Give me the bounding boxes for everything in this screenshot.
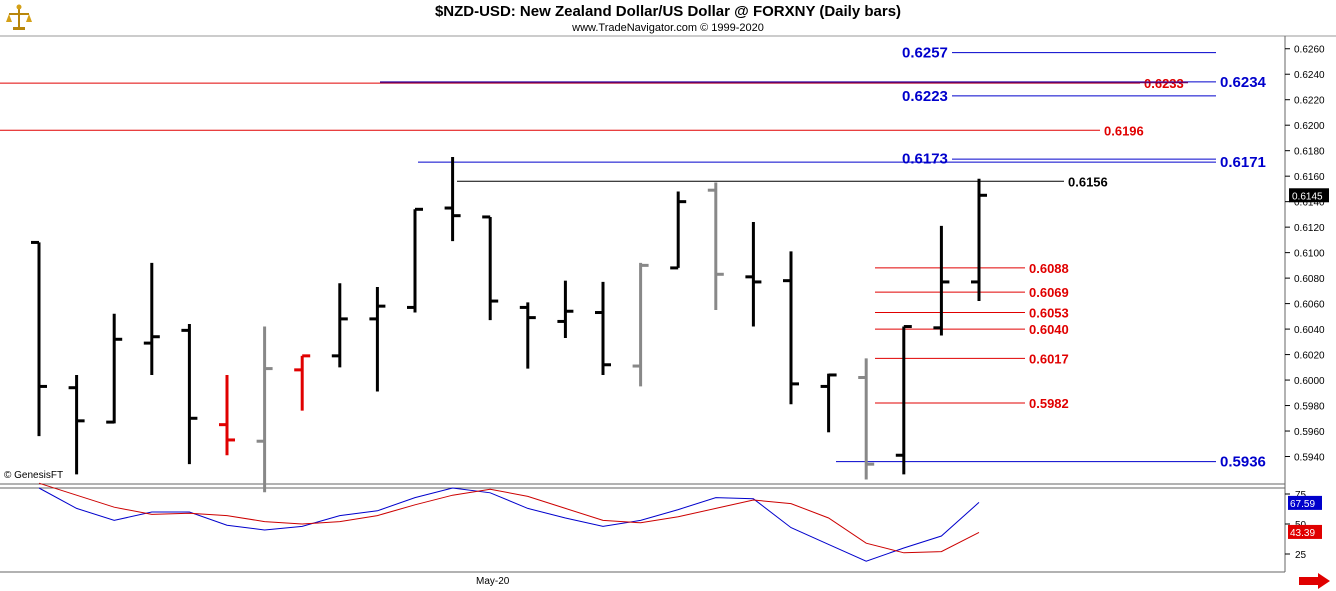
price-axis-label: 0.6080	[1294, 274, 1325, 285]
level-label: 0.6233	[1144, 76, 1184, 91]
level-label: 0.5982	[1029, 396, 1069, 411]
osc-readout-blue: 67.59	[1290, 499, 1315, 510]
level-label: 0.6173	[902, 151, 948, 168]
price-axis-label: 0.5980	[1294, 402, 1325, 413]
osc-axis-label: 75	[1295, 490, 1307, 501]
level-label: 0.6088	[1029, 261, 1069, 276]
osc-readout-blue-box	[1288, 495, 1322, 510]
osc-series-line	[38, 482, 980, 554]
price-axis-label: 0.6120	[1294, 223, 1325, 234]
level-label: 0.6069	[1029, 285, 1069, 300]
price-axis-label: 0.6160	[1294, 172, 1325, 183]
level-label: 0.6234	[1220, 74, 1267, 91]
chart-title: $NZD-USD: New Zealand Dollar/US Dollar @…	[434, 3, 902, 20]
price-axis-label: 0.6240	[1294, 70, 1325, 81]
price-axis-label: 0.6060	[1294, 300, 1325, 311]
last-price-label: 0.6145	[1292, 191, 1323, 202]
level-label: 0.6171	[1220, 154, 1266, 171]
price-axis-label: 0.6000	[1294, 376, 1325, 387]
last-price-box	[1289, 188, 1329, 203]
level-label: 0.6257	[902, 45, 948, 62]
osc-series-line	[38, 487, 980, 562]
level-label: 0.5936	[1220, 454, 1266, 471]
chart-subtitle: www.TradeNavigator.com © 1999-2020	[572, 22, 764, 34]
genesis-credit: © GenesisFT	[4, 470, 63, 481]
price-axis-label: 0.6040	[1294, 325, 1325, 336]
level-label: 0.6017	[1029, 351, 1069, 366]
price-bars	[31, 157, 987, 493]
level-label: 0.6196	[1104, 123, 1144, 138]
price-axis-label: 0.6200	[1294, 121, 1325, 132]
price-axis: 0.6260 0.6240 0.6220 0.6200 0.6180 0.6160 0.61…	[1285, 45, 1329, 464]
price-axis-label: 0.6260	[1294, 45, 1325, 56]
price-axis-label: 0.5960	[1294, 427, 1325, 438]
chart-frame	[0, 35, 1336, 573]
price-axis-label: 0.5940	[1294, 453, 1325, 464]
osc-readout-red: 43.39	[1290, 528, 1315, 539]
osc-readout-red-box	[1288, 524, 1322, 539]
price-axis-label: 0.6100	[1294, 249, 1325, 260]
price-axis-label: 0.6140	[1294, 198, 1325, 209]
osc-axis-label: 25	[1295, 550, 1307, 561]
price-axis-label: 0.6220	[1294, 96, 1325, 107]
level-label: 0.6223	[902, 88, 948, 105]
price-axis-label: 0.6180	[1294, 147, 1325, 158]
price-axis-label: 0.6020	[1294, 351, 1325, 362]
level-label: 0.6156	[1068, 174, 1108, 189]
scroll-right-arrow[interactable]	[1299, 573, 1330, 589]
level-label: 0.6053	[1029, 306, 1069, 321]
level-label: 0.6040	[1029, 322, 1069, 337]
price-levels: 0.6257 0.6234 0.6233 0.6223 0.6196 0.6173 0.61…	[0, 45, 1267, 471]
trade-navigator-logo	[4, 3, 34, 33]
x-axis-date-label: May-20	[476, 576, 510, 587]
